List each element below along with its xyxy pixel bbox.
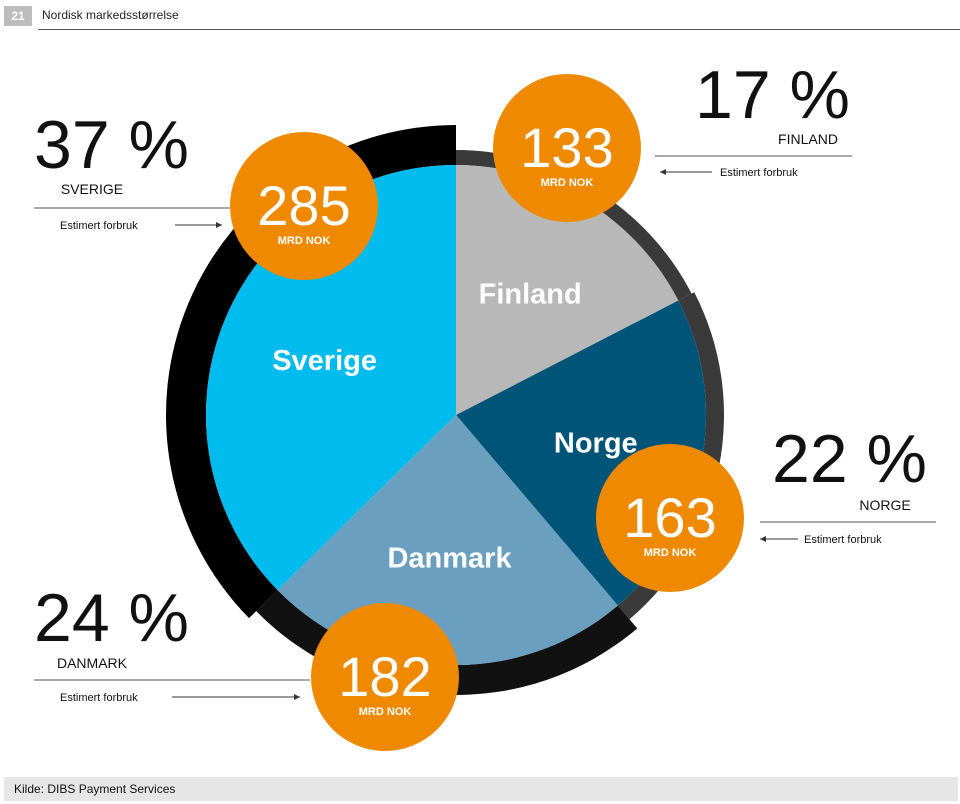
value-bubble-finland [493,74,641,222]
ring-segment-sverige [165,125,457,619]
slice-label-norge: Norge [554,428,638,460]
pie-slice-finland [456,165,679,415]
value-label-sverige: 285 [257,174,350,237]
value-bubble-danmark [311,603,459,751]
page-number: 21 [4,6,32,26]
percent-label-norge: 22 % [772,421,927,497]
unit-label-sverige: MRD NOK [278,235,331,247]
estimate-label-sverige: Estimert forbruk [60,220,138,232]
country-caption-finland: FINLAND [778,131,838,147]
estimate-label-norge: Estimert forbruk [804,534,882,546]
footer: Kilde: DIBS Payment Services [4,777,958,801]
callout-arrowhead-danmark [294,694,300,700]
page-title: Nordisk markedsstørrelse [42,8,179,22]
value-bubble-norge [596,444,744,592]
value-label-norge: 163 [623,486,716,549]
pie-slice-sverige [206,165,456,591]
value-bubble-sverige [230,132,378,280]
slice-label-sverige: Sverige [272,345,377,377]
callout-arrowhead-sverige [216,222,222,228]
slice-label-finland: Finland [479,278,582,310]
unit-label-norge: MRD NOK [644,547,697,559]
value-label-danmark: 182 [338,645,431,708]
unit-label-danmark: MRD NOK [359,706,412,718]
header: 21 Nordisk markedsstørrelse [0,0,960,30]
percent-label-danmark: 24 % [34,580,189,656]
country-caption-norge: NORGE [859,497,910,513]
slice-label-danmark: Danmark [387,542,512,574]
callout-arrowhead-norge [760,536,766,542]
percent-label-finland: 17 % [695,57,850,133]
unit-label-finland: MRD NOK [541,177,594,189]
estimate-label-finland: Estimert forbruk [720,167,798,179]
value-label-finland: 133 [520,116,613,179]
country-caption-danmark: DANMARK [57,655,128,671]
percent-label-sverige: 37 % [34,107,189,183]
country-caption-sverige: SVERIGE [61,181,123,197]
pie-slice-danmark [277,415,618,666]
estimate-label-danmark: Estimert forbruk [60,692,138,704]
source-note: Kilde: DIBS Payment Services [14,782,176,796]
callout-arrowhead-finland [660,169,666,175]
header-divider [38,29,960,30]
